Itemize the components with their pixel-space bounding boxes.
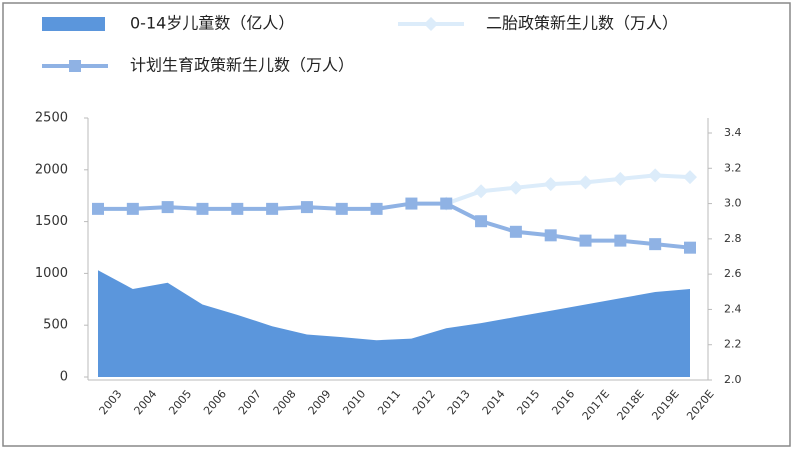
marker: [579, 234, 592, 247]
marker: [649, 238, 662, 251]
y2-tick-label: 2.2: [724, 338, 742, 351]
marker: [508, 180, 523, 195]
marker: [300, 201, 313, 214]
y-tick-label: 1000: [35, 266, 68, 281]
y-tick-label: 500: [43, 318, 68, 333]
marker: [684, 241, 696, 254]
y2-tick-label: 3.2: [724, 161, 742, 174]
y-tick-label: 2000: [35, 162, 68, 177]
marker: [474, 184, 489, 199]
y-tick-label: 1500: [35, 214, 68, 229]
marker: [614, 234, 627, 247]
marker: [335, 202, 348, 215]
marker: [578, 175, 593, 190]
marker: [613, 171, 628, 186]
y2-tick-label: 2.0: [724, 373, 742, 386]
legend-marker: [424, 17, 438, 31]
marker: [266, 202, 279, 215]
legend-label: 计划生育政策新生儿数（万人）: [130, 56, 354, 75]
legend-swatch: [42, 17, 105, 31]
marker: [231, 202, 244, 215]
y2-tick-label: 3.4: [724, 126, 742, 139]
y2-tick-label: 2.4: [724, 302, 742, 315]
marker: [405, 197, 418, 210]
y-tick-label: 0: [60, 370, 68, 385]
marker: [543, 177, 558, 192]
marker: [126, 202, 139, 215]
marker: [161, 201, 174, 214]
marker: [92, 202, 104, 215]
marker: [440, 197, 453, 210]
y-tick-label: 2500: [35, 111, 68, 126]
y2-tick-label: 2.6: [724, 267, 742, 280]
marker: [370, 202, 383, 215]
marker: [509, 225, 522, 238]
marker: [648, 168, 663, 183]
legend-label: 二胎政策新生儿数（万人）: [486, 14, 678, 33]
marker: [683, 170, 697, 185]
y2-tick-label: 3.0: [724, 197, 742, 210]
legend-marker: [69, 60, 81, 72]
marker: [475, 215, 488, 228]
legend-label: 0-14岁儿童数（亿人）: [130, 14, 294, 33]
marker: [196, 202, 209, 215]
y2-tick-label: 2.8: [724, 232, 742, 245]
area: [98, 270, 690, 377]
marker: [544, 229, 557, 242]
